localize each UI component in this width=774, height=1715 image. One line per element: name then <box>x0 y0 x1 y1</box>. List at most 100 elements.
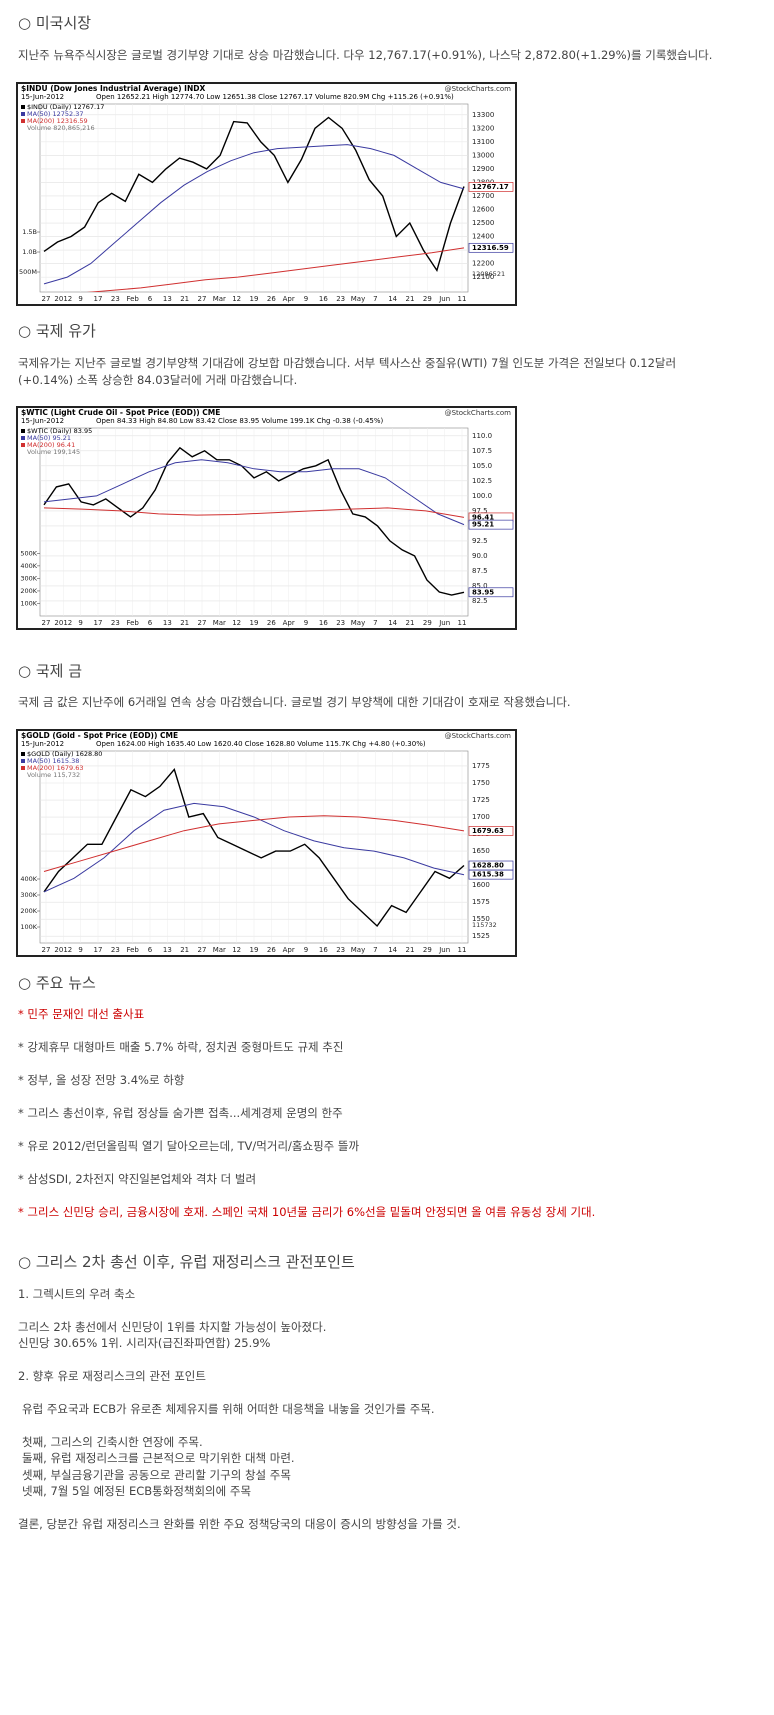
x-tick-label: 11 <box>458 946 467 954</box>
heading: ○ 미국시장 <box>18 14 92 32</box>
x-tick-label: 29 <box>423 619 432 627</box>
text-line: 결론, 당분간 유럽 재정리스크 완화를 위한 주요 정책당국의 대응이 증시의… <box>18 1517 461 1531</box>
price-tag: 12767.17 <box>472 183 509 191</box>
text-line: 첫째, 그리스의 긴축시한 연장에 주목. <box>22 1435 203 1449</box>
paragraph: 지난주 뉴욕주식시장은 글로벌 경기부양 기대로 상승 마감했습니다. 다우 1… <box>18 48 713 62</box>
series-line <box>43 144 465 285</box>
heading: ○ 국제 유가 <box>18 322 96 340</box>
x-tick-label: 11 <box>458 295 467 303</box>
x-tick-label: 27 <box>198 946 207 954</box>
legend-label: $GOLD (Daily) 1628.80 <box>27 750 102 758</box>
x-tick-label: Mar <box>213 619 226 627</box>
x-tick-label: 21 <box>406 946 415 954</box>
chart-title: $WTIC (Light Crude Oil - Spot Price (EOD… <box>21 408 220 417</box>
volume-tick-label: 300K <box>20 574 37 582</box>
x-tick-label: 17 <box>94 295 103 303</box>
x-tick-label: Feb <box>126 295 139 303</box>
x-tick-label: 9 <box>78 295 82 303</box>
price-tag: 1615.38 <box>472 871 504 879</box>
x-tick-label: 14 <box>388 946 397 954</box>
x-tick-label: 27 <box>198 295 207 303</box>
text-line: 1. 그렉시트의 우려 축소 <box>18 1287 136 1301</box>
x-tick-label: 7 <box>373 295 377 303</box>
volume-tick-label: 400K <box>20 562 37 570</box>
legend-swatch <box>21 105 25 109</box>
volume-legend: Volume 199,145 <box>27 448 80 456</box>
volume-tick-label: 200K <box>20 587 37 595</box>
y-tick-label: 87.5 <box>472 567 488 575</box>
x-tick-label: 6 <box>148 946 153 954</box>
volume-tick-label: 400K <box>20 875 37 883</box>
x-tick-label: 14 <box>388 295 397 303</box>
x-tick-label: 21 <box>180 946 189 954</box>
volume-legend: Volume 820,865,216 <box>27 124 95 132</box>
y-tick-label: 1600 <box>472 881 490 889</box>
volume-tick-label: 300K <box>20 891 37 899</box>
x-tick-label: 13 <box>163 946 172 954</box>
y-tick-label: 110.0 <box>472 432 492 440</box>
x-tick-label: Mar <box>213 946 226 954</box>
price-tag: 83.95 <box>472 588 494 596</box>
x-tick-label: 23 <box>111 295 120 303</box>
x-tick-label: 2012 <box>54 619 72 627</box>
price-tag: 1628.80 <box>472 862 504 870</box>
volume-tick-label: 200K <box>20 907 37 915</box>
source: @StockCharts.com <box>445 85 512 93</box>
series-line <box>43 767 465 928</box>
volume-tag: 115732 <box>472 921 497 929</box>
legend-swatch <box>21 443 25 447</box>
text-line: 둘째, 유럽 재정리스크를 근본적으로 막기위한 대책 마련. <box>22 1451 295 1465</box>
price-tag-box <box>468 826 514 836</box>
y-tick-label: 12900 <box>472 165 494 173</box>
x-tick-label: 21 <box>406 295 415 303</box>
x-tick-label: Jun <box>438 619 450 627</box>
text-line: 셋째, 부실금융기관을 공동으로 관리할 기구의 창설 주목 <box>22 1468 291 1482</box>
volume-legend: Volume 115,732 <box>27 771 80 779</box>
x-tick-label: 29 <box>423 946 432 954</box>
price-tag-box <box>468 182 514 192</box>
text-line: 그리스 2차 총선에서 신민당이 1위를 차지할 가능성이 높아졌다. <box>18 1320 327 1334</box>
x-tick-label: May <box>351 946 365 954</box>
x-tick-label: 19 <box>250 619 259 627</box>
x-tick-label: 26 <box>267 946 276 954</box>
price-tag-box <box>468 519 514 530</box>
x-tick-label: 9 <box>78 619 82 627</box>
x-tick-label: Feb <box>126 946 139 954</box>
x-tick-label: 29 <box>423 295 432 303</box>
y-tick-label: 1550 <box>472 915 490 923</box>
paragraph: 국제 금 값은 지난주에 6거래일 연속 상승 마감했습니다. 글로벌 경기 부… <box>18 695 571 709</box>
quote: Open 12652.21 High 12774.70 Low 12651.38… <box>96 93 454 101</box>
y-tick-label: 107.5 <box>472 447 492 455</box>
source: @StockCharts.com <box>445 732 512 740</box>
x-tick-label: 27 <box>42 946 51 954</box>
x-tick-label: 11 <box>458 619 467 627</box>
x-tick-label: 6 <box>148 295 153 303</box>
y-tick-label: 1725 <box>472 796 490 804</box>
x-tick-label: 7 <box>373 946 377 954</box>
x-tick-label: 2012 <box>54 295 72 303</box>
series-line <box>43 802 465 893</box>
x-tick-label: 2012 <box>54 946 72 954</box>
volume-tag: 12086521 <box>472 270 505 278</box>
volume-tick-label: 100K <box>20 599 37 607</box>
x-tick-label: 27 <box>42 619 51 627</box>
paragraph: 국제유가는 지난주 글로벌 경기부양책 기대감에 강보합 마감했습니다. 서부 … <box>18 356 677 387</box>
y-tick-label: 12100 <box>472 273 494 281</box>
y-tick-label: 82.5 <box>472 597 488 605</box>
series-line <box>43 507 465 518</box>
x-tick-label: Apr <box>283 946 295 954</box>
y-tick-label: 1750 <box>472 779 490 787</box>
x-tick-label: May <box>351 295 365 303</box>
price-tag: 1679.63 <box>472 827 504 835</box>
x-tick-label: 21 <box>180 295 189 303</box>
legend-swatch <box>21 119 25 123</box>
news-item: * 삼성SDI, 2차전지 약진일본업체와 격차 더 벌려 <box>18 1172 257 1186</box>
y-tick-label: 12200 <box>472 260 494 268</box>
x-tick-label: 12 <box>232 295 241 303</box>
y-tick-label: 12700 <box>472 192 494 200</box>
y-tick-label: 1575 <box>472 898 490 906</box>
news-item: * 정부, 올 성장 전망 3.4%로 하향 <box>18 1073 185 1087</box>
y-tick-label: 92.5 <box>472 537 488 545</box>
heading: ○ 국제 금 <box>18 662 83 680</box>
